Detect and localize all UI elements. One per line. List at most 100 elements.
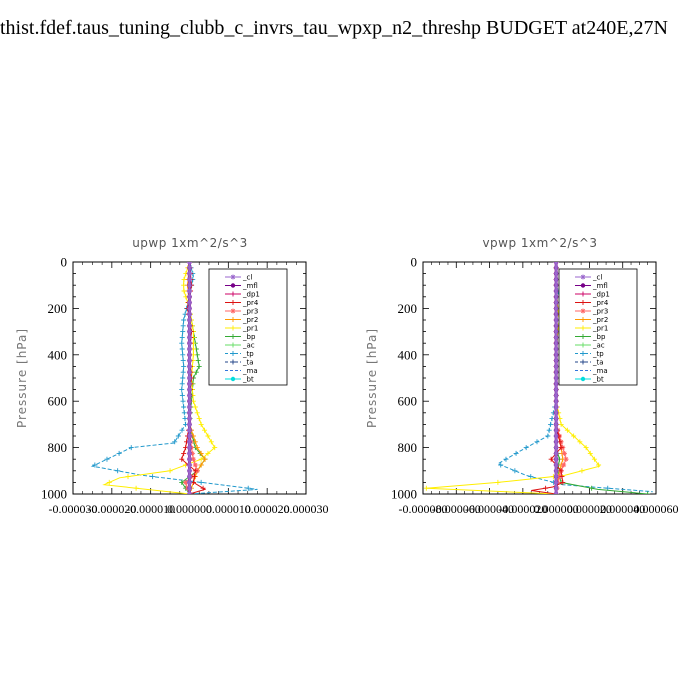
- data-point: [534, 439, 540, 445]
- legend-label: _bp: [592, 333, 606, 341]
- legend-entry-ac: _ac: [575, 342, 605, 350]
- legend-label: _dp1: [242, 291, 260, 299]
- legend-entry-pr4: _pr4: [575, 299, 609, 307]
- data-point: [187, 404, 192, 410]
- data-point: [179, 381, 185, 387]
- data-point: [187, 265, 192, 271]
- data-point: [205, 433, 211, 439]
- data-point: [577, 439, 583, 445]
- data-point: [179, 392, 185, 398]
- data-point: [553, 468, 559, 474]
- legend-entry-ac: _ac: [225, 342, 255, 350]
- x-tick-label: 0.000020: [567, 502, 612, 516]
- legend-entry-mfl: _mfl: [225, 282, 258, 290]
- data-point: [553, 300, 559, 306]
- y-ticks: 0 200 400 600 800 1000: [41, 255, 306, 502]
- legend-marker: [580, 300, 586, 305]
- x-tick-label: -0.000060: [432, 502, 481, 516]
- legend-marker: [230, 308, 236, 314]
- data-point: [579, 468, 585, 474]
- x-tick-label: 0.000020: [245, 502, 290, 516]
- legend-label: _pr3: [592, 308, 608, 316]
- data-point: [563, 456, 569, 462]
- legend-marker: [230, 334, 236, 339]
- legend-marker: [580, 325, 586, 331]
- data-point: [212, 445, 218, 451]
- data-point: [133, 485, 139, 491]
- y-tick-label: 1000: [41, 487, 67, 502]
- data-point: [200, 485, 206, 491]
- data-point: [553, 358, 559, 364]
- y-tick-label: 800: [398, 440, 418, 455]
- data-point: [187, 334, 192, 340]
- legend-label: _bp: [242, 333, 256, 341]
- data-point: [202, 456, 208, 462]
- data-point: [192, 462, 198, 468]
- y-ticks: 0 200 400 600 800 1000: [391, 255, 656, 502]
- data-point: [187, 439, 192, 445]
- legend-marker: [230, 376, 236, 382]
- data-point: [187, 387, 192, 393]
- data-point: [180, 358, 186, 364]
- data-point: [561, 450, 567, 456]
- data-point: [128, 445, 134, 451]
- y-tick-label: 200: [48, 301, 68, 316]
- legend-marker: [580, 359, 586, 365]
- legend-marker: [230, 342, 236, 348]
- legend-label: _cl: [242, 274, 252, 282]
- data-point: [553, 462, 559, 468]
- legend-entry-cl: _cl: [575, 274, 602, 282]
- data-point: [553, 262, 559, 265]
- x-tick-label: 0.000010: [206, 502, 251, 516]
- data-point: [553, 323, 559, 329]
- data-point: [198, 479, 204, 485]
- data-point: [553, 398, 559, 404]
- data-point: [553, 439, 559, 445]
- data-point: [553, 456, 559, 462]
- x-ticks: -0.000080-0.000060-0.000040-0.0000200.00…: [399, 262, 679, 516]
- data-point: [560, 479, 566, 485]
- data-point: [553, 305, 559, 311]
- data-point: [187, 288, 192, 294]
- data-point: [553, 404, 559, 410]
- legend-label: _pr1: [242, 325, 258, 333]
- data-point: [553, 352, 559, 358]
- data-point: [187, 392, 192, 398]
- legend-marker: [580, 376, 586, 382]
- data-point: [198, 421, 204, 427]
- legend-entry-bt: _bt: [225, 376, 254, 384]
- data-point: [543, 485, 549, 491]
- legend-label: _cl: [592, 274, 602, 282]
- data-point: [187, 410, 192, 416]
- data-point: [202, 427, 208, 433]
- legend-label: _ma: [592, 367, 608, 375]
- data-point: [208, 439, 214, 445]
- data-point: [181, 404, 187, 410]
- series-cl: [187, 262, 192, 494]
- y-tick-label: 200: [398, 301, 418, 316]
- x-tick-label: -0.000020: [87, 502, 136, 516]
- legend-label: _pr1: [592, 325, 608, 333]
- data-point: [553, 416, 559, 422]
- data-point: [591, 456, 597, 462]
- data-point: [553, 381, 559, 387]
- y-tick-label: 400: [398, 347, 418, 362]
- data-point: [553, 271, 559, 277]
- y-tick-label: 0: [411, 255, 418, 270]
- data-point: [187, 323, 192, 329]
- data-point: [187, 352, 192, 358]
- data-point: [553, 485, 559, 491]
- legend-entry-ma: _ma: [575, 367, 608, 375]
- chart-title: upwp 1xm^2/s^3: [132, 236, 248, 250]
- data-point: [587, 450, 593, 456]
- data-point: [553, 375, 559, 381]
- data-point: [523, 445, 529, 451]
- data-point: [187, 294, 192, 300]
- data-point: [553, 450, 559, 456]
- data-point: [187, 363, 192, 369]
- legend-label: _bt: [592, 376, 604, 384]
- data-point: [187, 468, 192, 474]
- legend-marker: [230, 359, 236, 365]
- series-pr1: [102, 262, 218, 494]
